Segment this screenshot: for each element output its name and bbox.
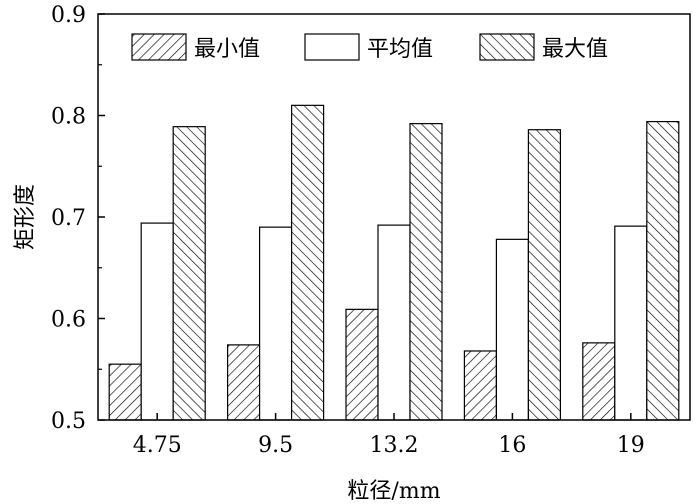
bar-min xyxy=(227,344,261,421)
bar-mean xyxy=(377,224,411,421)
legend-label: 最小值 xyxy=(194,37,260,62)
x-tick-label: 19 xyxy=(617,433,645,458)
bar-mean xyxy=(140,222,174,421)
x-tick-label: 9.5 xyxy=(258,433,293,458)
y-tick-label: 0.7 xyxy=(51,206,86,231)
legend-label: 最大值 xyxy=(542,37,608,62)
y-tick-label: 0.9 xyxy=(51,3,86,28)
y-axis: 0.5 0.6 0.7 0.8 0.9 xyxy=(51,3,105,434)
x-axis-title: 粒径/mm xyxy=(347,479,440,504)
bar-min xyxy=(345,308,379,421)
bar-max xyxy=(527,129,562,421)
legend-swatch xyxy=(304,33,360,61)
y-tick-label: 0.8 xyxy=(51,105,86,130)
bar-max xyxy=(409,123,443,421)
y-tick-label: 0.5 xyxy=(51,409,86,434)
x-tick-label: 16 xyxy=(498,433,526,458)
bar-min xyxy=(108,363,142,421)
bar-mean xyxy=(259,226,293,421)
y-tick-label: 0.6 xyxy=(51,308,86,333)
bar-max xyxy=(291,104,325,421)
bar-min xyxy=(582,342,616,421)
bar-max xyxy=(172,126,206,421)
legend-label: 平均值 xyxy=(367,37,433,62)
bar-mean xyxy=(614,225,648,421)
bar-max xyxy=(646,120,680,421)
bars-group xyxy=(108,104,680,421)
bar-min xyxy=(463,350,497,421)
bar-mean xyxy=(495,238,529,421)
x-tick-label: 4.75 xyxy=(133,433,182,458)
legend-swatch xyxy=(131,33,187,61)
legend: 最小值 平均值 最大值 xyxy=(131,33,608,62)
legend-swatch xyxy=(479,33,535,61)
x-axis: 4.75 9.5 13.2 16 19 xyxy=(133,413,645,458)
x-tick-label: 13.2 xyxy=(370,433,419,458)
y-axis-title: 矩形度 xyxy=(13,184,38,250)
